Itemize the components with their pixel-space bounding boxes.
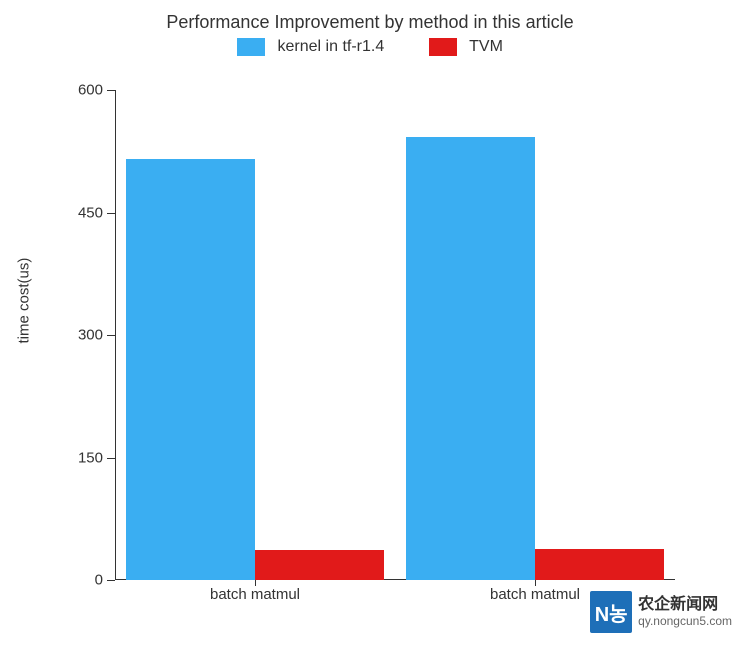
- x-tick-label: batch matmul: [490, 586, 580, 603]
- legend-swatch-0: [237, 38, 265, 56]
- legend-swatch-1: [429, 38, 457, 56]
- y-tick-label: 600: [78, 82, 103, 99]
- y-tick-label: 150: [78, 449, 103, 466]
- bar-1: [255, 550, 384, 580]
- watermark-logo: N농: [590, 591, 632, 633]
- y-tick-mark: [107, 580, 115, 581]
- y-tick-mark: [107, 90, 115, 91]
- y-tick-mark: [107, 335, 115, 336]
- legend-item-0: kernel in tf-r1.4: [237, 38, 384, 56]
- y-tick-label: 450: [78, 204, 103, 221]
- legend-label-1: TVM: [469, 38, 503, 55]
- chart-title: Performance Improvement by method in thi…: [0, 12, 740, 33]
- watermark-text: 农企新闻网 qy.nongcun5.com: [638, 595, 732, 629]
- bar-0: [126, 159, 255, 580]
- y-tick-label: 0: [95, 572, 103, 589]
- bar-1: [535, 549, 664, 580]
- x-tick-mark: [535, 580, 536, 586]
- legend-label-0: kernel in tf-r1.4: [278, 38, 385, 55]
- x-tick-mark: [255, 580, 256, 586]
- legend-item-1: TVM: [429, 38, 503, 56]
- bar-0: [406, 137, 535, 580]
- x-tick-label: batch matmul: [210, 586, 300, 603]
- watermark-sub: qy.nongcun5.com: [638, 614, 732, 628]
- y-axis-line: [115, 90, 116, 580]
- plot-area: [115, 90, 675, 580]
- y-axis: 0150300450600: [0, 90, 115, 580]
- y-tick-label: 300: [78, 327, 103, 344]
- watermark-main: 农企新闻网: [638, 595, 732, 614]
- chart-container: Performance Improvement by method in thi…: [0, 0, 740, 649]
- chart-legend: kernel in tf-r1.4 TVM: [0, 38, 740, 56]
- watermark: N농 农企新闻网 qy.nongcun5.com: [590, 591, 732, 633]
- y-tick-mark: [107, 458, 115, 459]
- y-tick-mark: [107, 213, 115, 214]
